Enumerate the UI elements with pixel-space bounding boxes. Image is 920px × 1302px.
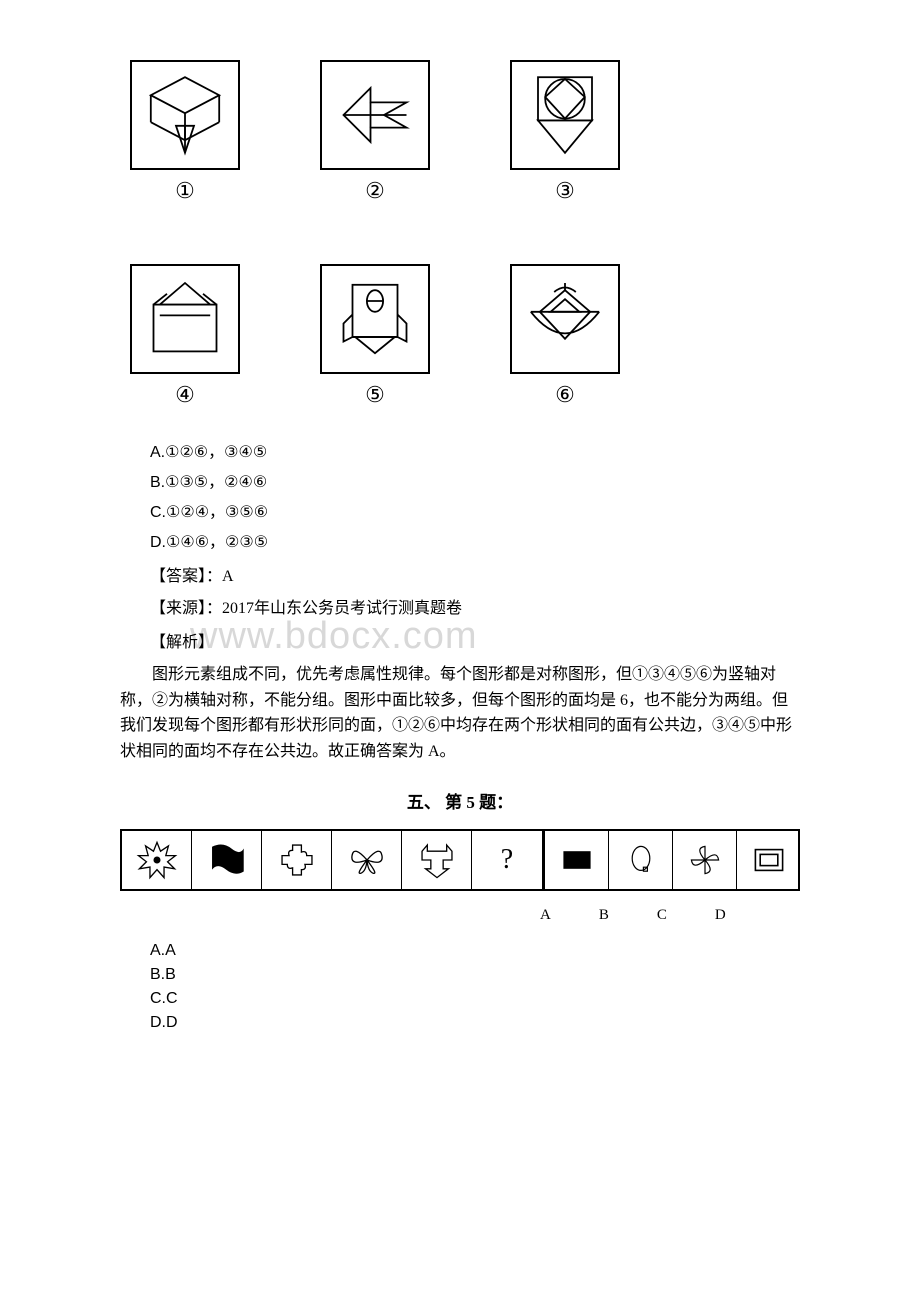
figure-cell-5: ⑤ [320, 264, 430, 408]
figure-label-1: ① [175, 178, 195, 204]
circle-pentagon-icon [520, 70, 610, 160]
figure-label-6: ⑥ [555, 382, 575, 408]
q5-answer-a [545, 831, 609, 889]
source-line: 【来源】：2017年山东公务员考试行测真题卷 [150, 594, 800, 618]
figure-cell-2: ② [320, 60, 430, 204]
q5-option-d: D.D [150, 1014, 800, 1032]
q5-answer-c [673, 831, 737, 889]
figure-cell-1: ① [130, 60, 240, 204]
q5-label-a: A [540, 907, 551, 924]
puzzle-cross-icon [275, 838, 319, 882]
q5-label-c: C [657, 907, 667, 924]
question-mark: ? [501, 844, 513, 876]
q5-sequence: ? [122, 831, 545, 889]
filled-rect-icon [557, 840, 597, 880]
figure-cell-3: ③ [510, 60, 620, 204]
q5-cell-3 [262, 831, 332, 889]
figure-label-4: ④ [175, 382, 195, 408]
figure-box-6 [510, 264, 620, 374]
q5-answers [545, 831, 801, 889]
q5-cell-5 [402, 831, 472, 889]
q5-option-labels: A B C D [540, 907, 800, 924]
face-shape-icon [330, 274, 420, 364]
q5-option-a: A.A [150, 942, 800, 960]
figure-cell-4: ④ [130, 264, 240, 408]
sun-burst-icon [135, 838, 179, 882]
figure-box-3 [510, 60, 620, 170]
figure-grid: ① ② ③ [130, 60, 800, 408]
option-b: B.①③⑤，②④⑥ [150, 468, 800, 492]
figure-box-5 [320, 264, 430, 374]
option-c: C.①②④，③⑤⑥ [150, 498, 800, 522]
figure-cell-6: ⑥ [510, 264, 620, 408]
q5-option-b: B.B [150, 966, 800, 984]
figure-box-2 [320, 60, 430, 170]
figure-label-3: ③ [555, 178, 575, 204]
answer-line: 【答案】：A [150, 562, 800, 586]
t-arrow-icon [415, 838, 459, 882]
house-shape-icon [140, 274, 230, 364]
diamond-bowl-icon [520, 274, 610, 364]
cube-shape-icon [140, 70, 230, 160]
option-d: D.①④⑥，②③⑤ [150, 528, 800, 552]
q5-strip: ? [120, 829, 800, 891]
butterfly-icon [345, 838, 389, 882]
q5-cell-2 [192, 831, 262, 889]
pinwheel-icon [685, 840, 725, 880]
q5-cell-1 [122, 831, 192, 889]
q5-answer-b [609, 831, 673, 889]
arrow-shape-icon [330, 70, 420, 160]
figure-label-5: ⑤ [365, 382, 385, 408]
q5-answer-d [737, 831, 801, 889]
figure-label-2: ② [365, 178, 385, 204]
double-rect-icon [749, 840, 789, 880]
figure-box-4 [130, 264, 240, 374]
q5-label-d: D [715, 907, 726, 924]
figure-box-1 [130, 60, 240, 170]
q5-option-c: C.C [150, 990, 800, 1008]
q5-label-b: B [599, 907, 609, 924]
oval-dot-icon [621, 840, 661, 880]
analysis-body: 图形元素组成不同，优先考虑属性规律。每个图形都是对称图形，但①③④⑤⑥为竖轴对称… [120, 662, 800, 764]
q5-cell-question: ? [472, 831, 542, 889]
q5-cell-4 [332, 831, 402, 889]
section-5-title: 五、 第 5 题： [120, 788, 800, 813]
analysis-label: 【解析】 [150, 628, 800, 652]
flag-filled-icon [205, 838, 249, 882]
option-a: A.①②⑥，③④⑤ [150, 438, 800, 462]
